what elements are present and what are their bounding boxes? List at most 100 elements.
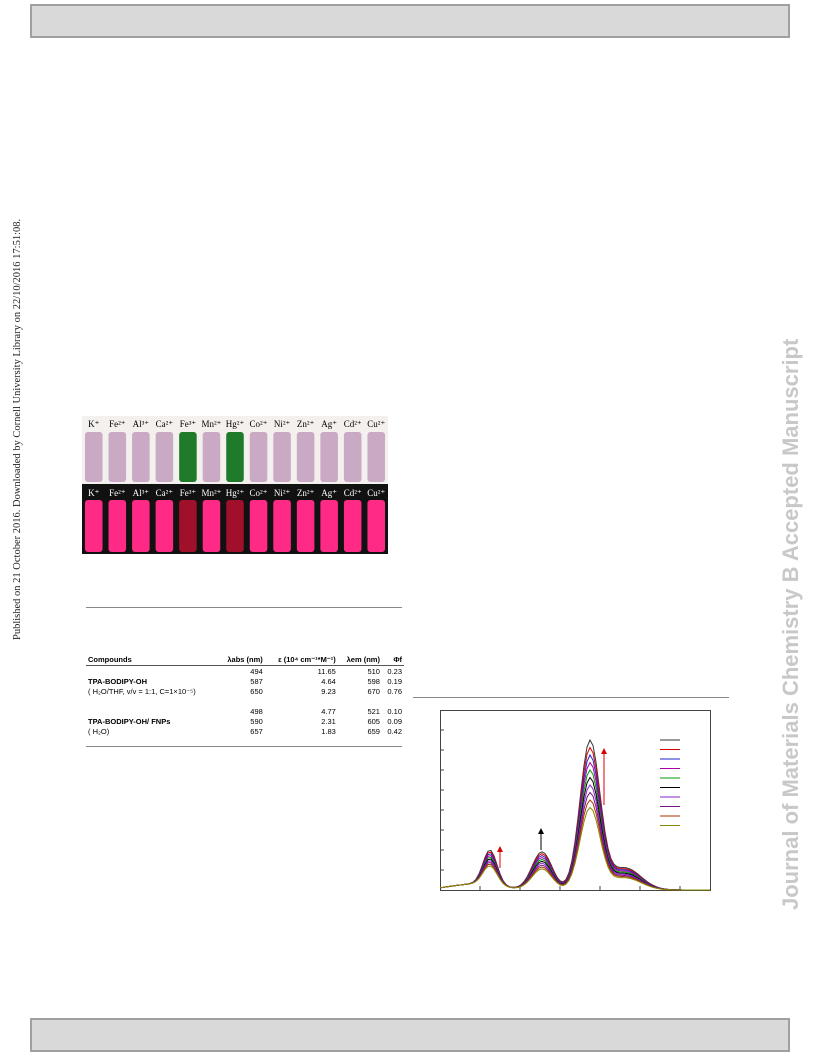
table-row: ( H₂O) 657 1.83 659 0.42 bbox=[86, 726, 404, 736]
value-cell: 4.64 bbox=[321, 676, 336, 686]
ion-label: Al³⁺ bbox=[133, 488, 150, 498]
spectrum-line bbox=[440, 738, 710, 891]
vial bbox=[202, 500, 221, 552]
value-cell: 0.09 bbox=[387, 716, 402, 726]
ion-label: Ni²⁺ bbox=[274, 488, 291, 498]
vial bbox=[296, 500, 315, 552]
column-header: ε (10⁴ cm⁻¹*M⁻¹) bbox=[264, 654, 338, 666]
value-cell: 521 bbox=[367, 706, 380, 716]
header-row: Compounds λabs (nm) ε (10⁴ cm⁻¹*M⁻¹) λem (n… bbox=[86, 654, 404, 666]
vial bbox=[202, 432, 221, 482]
compound-cell: ( H₂O/THF, v/v = 1:1, C=1×10⁻⁵) bbox=[88, 686, 196, 696]
ion-label: Ag⁺ bbox=[321, 488, 337, 498]
value-cell: 494 bbox=[250, 666, 263, 676]
value-cell: 0.76 bbox=[387, 686, 402, 696]
ion-label: Cd²⁺ bbox=[344, 488, 362, 498]
vial bbox=[132, 432, 150, 482]
vial bbox=[296, 432, 315, 482]
ion-label: Hg²⁺ bbox=[226, 419, 245, 429]
vial bbox=[320, 500, 338, 552]
value-cell: 0.42 bbox=[387, 726, 402, 736]
vial bbox=[132, 500, 150, 552]
ion-label: K⁺ bbox=[88, 419, 99, 429]
column-header: Φf bbox=[381, 654, 404, 666]
ion-label: Fe²⁺ bbox=[109, 488, 126, 498]
watermark: Journal of Materials Chemistry B Accepte… bbox=[778, 338, 803, 910]
vial bbox=[85, 500, 103, 552]
value-cell: 498 bbox=[250, 706, 263, 716]
value-cell: 670 bbox=[367, 686, 380, 696]
spacer bbox=[86, 696, 404, 706]
compound-cell bbox=[86, 666, 218, 677]
table-row: 498 4.77 521 0.10 bbox=[86, 706, 404, 716]
compound-cell: ( H₂O) bbox=[88, 726, 110, 736]
value-cell: 1.83 bbox=[321, 726, 336, 736]
ion-label: Cd²⁺ bbox=[344, 419, 362, 429]
vial bbox=[249, 500, 268, 552]
vial bbox=[226, 500, 244, 552]
ion-label: Mn²⁺ bbox=[201, 419, 221, 429]
value-cell: 4.77 bbox=[321, 706, 336, 716]
ion-label: Hg²⁺ bbox=[226, 488, 245, 498]
vial bbox=[273, 500, 291, 552]
ion-label: Ni²⁺ bbox=[274, 419, 291, 429]
vial bbox=[226, 432, 244, 482]
compound-cell: TPA-BODIPY-OH bbox=[88, 676, 148, 686]
data-table: Compounds λabs (nm) ε (10⁴ cm⁻¹*M⁻¹) λem (n… bbox=[86, 654, 404, 736]
ion-label: Zn²⁺ bbox=[297, 488, 315, 498]
ion-label: Ca²⁺ bbox=[156, 488, 174, 498]
value-cell: 9.23 bbox=[321, 686, 336, 696]
ion-label: Cu²⁺ bbox=[367, 488, 385, 498]
value-cell: 605 bbox=[367, 716, 380, 726]
value-cell: 2.31 bbox=[321, 716, 336, 726]
plot-frame bbox=[440, 710, 711, 891]
value-cell: 587 bbox=[250, 676, 263, 686]
column-header: λabs (nm) bbox=[218, 654, 265, 666]
vial-photo: K⁺ K⁺ Fe²⁺ Fe²⁺ Al³⁺ Al³⁺ Ca²⁺ Ca²⁺ Fe³⁺ Fe³⁺ Mn²⁺… bbox=[82, 416, 388, 554]
ion-label: Fe²⁺ bbox=[109, 419, 126, 429]
vial bbox=[179, 432, 197, 482]
column-header: λem (nm) bbox=[337, 654, 382, 666]
spacer-row bbox=[86, 696, 404, 706]
vial bbox=[108, 432, 127, 482]
ion-label: Fe³⁺ bbox=[180, 488, 197, 498]
ion-label: Cu²⁺ bbox=[367, 419, 385, 429]
ion-label: Fe³⁺ bbox=[180, 419, 197, 429]
table-row: TPA-BODIPY-OH/ FNPs 590 2.31 605 0.09 bbox=[86, 716, 404, 726]
table-row: 494 11.65 510 0.23 bbox=[86, 666, 404, 677]
compound-cell: TPA-BODIPY-OH/ FNPs bbox=[88, 716, 171, 726]
vial bbox=[343, 432, 362, 482]
column-header: Compounds bbox=[86, 654, 219, 666]
ticks bbox=[440, 729, 681, 890]
spectra-figure bbox=[440, 710, 711, 891]
ion-label: K⁺ bbox=[88, 488, 99, 498]
ion-label: Co²⁺ bbox=[250, 488, 268, 498]
vial bbox=[320, 432, 338, 482]
footer-bar bbox=[30, 1018, 790, 1052]
ion-label: Al³⁺ bbox=[133, 419, 150, 429]
value-cell: 590 bbox=[250, 716, 263, 726]
spectrum-line bbox=[440, 806, 710, 891]
rule bbox=[86, 746, 402, 747]
vial bbox=[343, 500, 362, 552]
value-cell: 0.19 bbox=[387, 676, 402, 686]
ion-label: Ca²⁺ bbox=[156, 419, 174, 429]
rule bbox=[413, 697, 729, 698]
compound-cell bbox=[86, 706, 218, 716]
vial bbox=[367, 500, 385, 552]
table-row: ( H₂O/THF, v/v = 1:1, C=1×10⁻⁵) 650 9.23 67… bbox=[86, 686, 404, 696]
ion-label: Ag⁺ bbox=[321, 419, 337, 429]
vial bbox=[179, 500, 197, 552]
vial bbox=[108, 500, 127, 552]
ion-label: Mn²⁺ bbox=[201, 488, 221, 498]
value-cell: 11.65 bbox=[317, 666, 336, 676]
value-cell: 510 bbox=[367, 666, 380, 676]
legend-lines bbox=[660, 739, 680, 826]
vial bbox=[155, 432, 174, 482]
value-cell: 0.23 bbox=[387, 666, 402, 676]
value-cell: 0.10 bbox=[387, 706, 402, 716]
value-cell: 659 bbox=[367, 726, 380, 736]
table-row: TPA-BODIPY-OH 587 4.64 598 0.19 bbox=[86, 676, 404, 686]
ion-label: Zn²⁺ bbox=[297, 419, 315, 429]
